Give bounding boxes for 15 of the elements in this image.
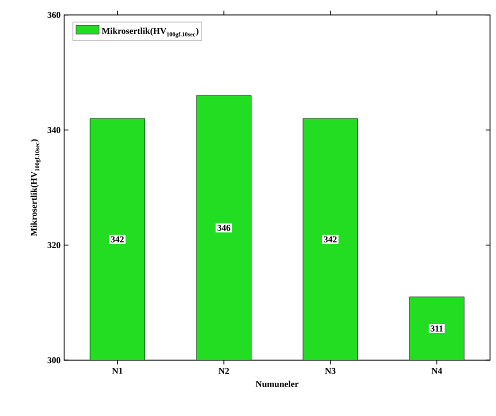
y-tick-label: 340: [48, 127, 60, 134]
y-tick-label: 360: [48, 12, 60, 18]
y-tick-label: 300: [48, 357, 60, 364]
data-label: 342: [324, 236, 337, 242]
x-tick-label: N3: [325, 368, 336, 374]
x-axis-title: Numuneler: [256, 380, 298, 388]
data-label: 342: [111, 236, 124, 242]
y-axis-title: $\textbf{Mikrosertlik(HV}_{\textbf{100gf.10sec}}\textbf{)}$: [30, 139, 40, 236]
y-tick-label: 320: [48, 242, 60, 248]
x-tick-label: N4: [432, 368, 442, 374]
legend-label: $\textbf{Mikrosertlik(HV}_{\textbf{100gf.10sec}}\textbf{)}$: [102, 28, 198, 38]
data-label: 346: [218, 224, 230, 231]
x-tick-label: N1: [112, 368, 122, 374]
x-tick-label: N2: [218, 368, 229, 374]
data-label: 311: [430, 326, 443, 332]
